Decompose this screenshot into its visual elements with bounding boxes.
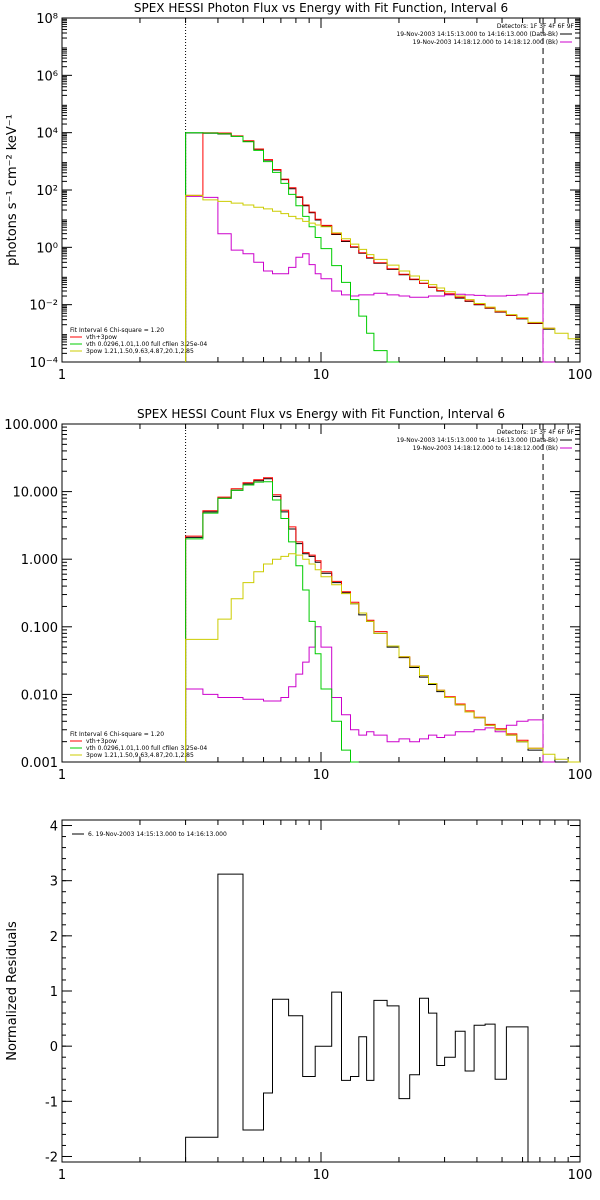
y-tick-label: -2 (45, 1150, 58, 1165)
x-tick-label: 100 (568, 768, 593, 783)
y-axis-label: photons s⁻¹ cm⁻² keV⁻¹ (5, 114, 20, 266)
legend-entry: vth+3pow (86, 334, 117, 341)
chart-panel-3: 1 10 100 -2 -1 0 1 2 3 4 Normalized Residuals 6. 19… (5, 819, 593, 1183)
series-line-3pow (185, 553, 580, 763)
y-tick-label: 10⁴ (36, 127, 58, 142)
y-tick-label: 0 (50, 1040, 58, 1055)
x-tick-label: 100 (568, 1168, 593, 1183)
legend-entry: 19-Nov-2003 14:18:12.000 to 14:18:12.000… (413, 445, 558, 452)
series-line-vth-3pow (185, 132, 555, 362)
legend-entry: 3pow 1.21,1.50,9.63,4.87,20.1,2.85 (86, 752, 194, 759)
y-tick-label: 10⁶ (36, 69, 58, 84)
y-tick-label: 100.000 (4, 418, 58, 433)
y-tick-label: 10² (36, 184, 58, 199)
legend-entry: 6. 19-Nov-2003 14:15:13.000 to 14:16:13.… (88, 831, 227, 838)
x-tick-label: 10 (313, 1168, 330, 1183)
y-tick-label: 10⁻² (29, 299, 58, 314)
legend-detectors: Detectors: 1F 3F 4F 6F 9F (497, 23, 575, 30)
y-tick-label: 2 (50, 930, 58, 945)
y-tick-label: 0.001 (21, 756, 58, 771)
y-tick-label: 0.100 (21, 621, 58, 636)
y-tick-label: 1.000 (21, 553, 58, 568)
chart-title: SPEX HESSI Count Flux vs Energy with Fit… (137, 407, 505, 421)
series-line-residuals (185, 873, 543, 1163)
legend-entry: 19-Nov-2003 14:15:13.000 to 14:16:13.000… (396, 31, 558, 38)
plot-frame (61, 17, 581, 363)
series-line-data-bk (185, 132, 555, 362)
legend-entry: 3pow 1.21,1.50,9.63,4.87,20.1,2.85 (86, 348, 194, 355)
y-tick-label: 3 (50, 875, 58, 890)
chart-panel-2: SPEX HESSI Count Flux vs Energy with Fit… (4, 407, 592, 783)
legend-entry: vth 0.0296,1.01,1.00 full cfilen 3.25e-0… (86, 745, 207, 752)
series-line-vth-3pow (185, 477, 543, 762)
chart-title: SPEX HESSI Photon Flux vs Energy with Fi… (134, 1, 508, 15)
legend-entry: vth 0.0296,1.01,1.00 full cfilen 3.25e-0… (86, 341, 207, 348)
legend-entry: 19-Nov-2003 14:15:13.000 to 14:16:13.000… (396, 437, 558, 444)
y-tick-label: 1 (50, 985, 58, 1000)
legend-detectors: Detectors: 1F 3F 4F 6F 9F (497, 429, 575, 436)
y-tick-label: 10.000 (13, 486, 59, 501)
series-line-vth (185, 132, 399, 363)
x-tick-label: 10 (313, 768, 330, 783)
series-line-vth (185, 481, 359, 763)
y-axis-label: Normalized Residuals (5, 921, 20, 1061)
x-tick-label: 100 (568, 368, 593, 383)
series-line-bk (185, 195, 555, 363)
y-tick-label: 0.010 (21, 688, 58, 703)
x-tick-label: 1 (58, 1168, 66, 1183)
y-tick-label: -1 (45, 1095, 58, 1110)
x-tick-label: 1 (58, 368, 66, 383)
y-tick-label: 10⁸ (36, 12, 58, 27)
y-tick-label: 10⁻⁴ (29, 356, 58, 371)
legend-fit-header: Fit Interval 6 Chi-square = 1.20 (70, 327, 164, 334)
plot-frame (61, 423, 581, 763)
x-tick-label: 1 (58, 768, 66, 783)
series-line-3pow (185, 194, 580, 362)
y-tick-label: 4 (50, 820, 58, 835)
legend-entry: vth+3pow (86, 738, 117, 745)
legend-fit-header: Fit Interval 6 Chi-square = 1.20 (70, 731, 164, 738)
series-line-bk (185, 626, 555, 763)
x-tick-label: 10 (313, 368, 330, 383)
chart-panel-1: SPEX HESSI Photon Flux vs Energy with Fi… (5, 1, 592, 383)
plot-frame (61, 819, 581, 1163)
y-tick-label: 10⁰ (36, 241, 58, 256)
series-line-data-bk (185, 478, 543, 762)
legend-entry: 19-Nov-2003 14:18:12.000 to 14:18:12.000… (413, 39, 558, 46)
